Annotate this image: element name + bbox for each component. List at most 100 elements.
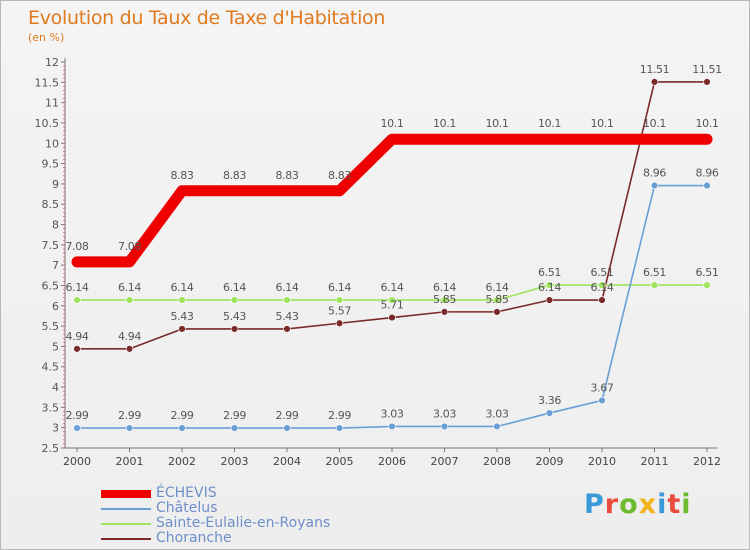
data-label: 4.94 xyxy=(66,330,89,343)
data-label: 10.1 xyxy=(486,117,509,130)
data-point xyxy=(125,424,134,432)
data-point xyxy=(178,296,186,304)
data-label: 8.96 xyxy=(643,167,666,180)
y-tick-label: 7.5 xyxy=(42,239,60,252)
data-point xyxy=(650,181,659,190)
data-label: 6.14 xyxy=(381,281,404,294)
y-tick-label: 6 xyxy=(52,300,59,313)
legend-swatch xyxy=(101,490,151,498)
legend-label: Choranche xyxy=(156,530,232,546)
data-label: 11.51 xyxy=(640,63,670,76)
y-tick-label: 11.5 xyxy=(35,76,60,89)
data-label: 6.51 xyxy=(538,266,561,279)
data-point xyxy=(493,422,501,431)
data-point xyxy=(125,296,134,304)
data-point xyxy=(598,396,606,405)
legend-label: Sainte-Eulalie-en-Royans xyxy=(156,515,331,531)
data-label: 7.08 xyxy=(66,240,89,253)
y-tick-label: 4.5 xyxy=(42,361,60,374)
data-label: 6.14 xyxy=(328,281,351,294)
data-label: 3.03 xyxy=(381,407,404,420)
data-label: 8.96 xyxy=(696,167,719,180)
y-tick-label: 9 xyxy=(52,178,59,191)
data-point xyxy=(73,424,81,432)
data-label: 2.99 xyxy=(223,409,246,422)
data-point xyxy=(230,325,239,333)
x-tick-label: 2012 xyxy=(693,455,721,468)
data-point xyxy=(230,424,239,432)
x-tick-label: 2008 xyxy=(483,455,511,468)
data-point xyxy=(230,296,239,304)
x-tick-label: 2006 xyxy=(378,455,406,468)
data-label: 6.51 xyxy=(591,266,614,279)
data-label: 5.43 xyxy=(223,310,246,323)
data-label: 3.36 xyxy=(538,394,561,407)
y-tick-label: 12 xyxy=(45,56,59,69)
data-label: 5.57 xyxy=(328,304,351,317)
y-tick-label: 9.5 xyxy=(42,158,60,171)
y-tick-label: 10.5 xyxy=(35,117,60,130)
legend-label: Châtelus xyxy=(156,500,218,516)
data-label: 10.1 xyxy=(643,117,666,130)
data-point xyxy=(598,281,606,289)
y-tick-label: 7 xyxy=(52,259,59,272)
data-point xyxy=(703,78,711,86)
y-tick-label: 3.5 xyxy=(42,401,60,414)
data-point xyxy=(283,424,291,432)
data-point xyxy=(493,296,501,304)
data-point xyxy=(335,424,344,432)
data-label: 10.1 xyxy=(538,117,561,130)
data-label: 6.14 xyxy=(486,281,509,294)
data-point xyxy=(125,345,134,353)
x-tick-label: 2004 xyxy=(273,455,301,468)
data-label: 8.83 xyxy=(223,169,246,182)
data-point xyxy=(440,296,449,304)
data-label: 5.43 xyxy=(171,310,194,323)
data-label: 5.85 xyxy=(486,293,509,306)
data-label: 6.14 xyxy=(276,281,299,294)
data-label: 2.99 xyxy=(171,409,194,422)
data-label: 2.99 xyxy=(276,409,299,422)
data-label: 8.83 xyxy=(328,169,351,182)
data-point xyxy=(440,422,449,431)
legend-swatch xyxy=(101,508,151,510)
y-tick-label: 2.5 xyxy=(42,442,60,455)
data-label: 6.51 xyxy=(643,266,666,279)
y-tick-label: 4 xyxy=(52,381,59,394)
data-label: 10.1 xyxy=(591,117,614,130)
data-label: 7.08 xyxy=(118,240,141,253)
data-label: 6.14 xyxy=(223,281,246,294)
data-label: 2.99 xyxy=(118,409,141,422)
data-point xyxy=(388,422,396,431)
x-tick-label: 2003 xyxy=(221,455,249,468)
y-tick-label: 5.5 xyxy=(42,320,60,333)
data-label: 6.14 xyxy=(118,281,141,294)
legend-swatch xyxy=(101,523,151,525)
data-label: 6.14 xyxy=(66,281,89,294)
data-label: 10.1 xyxy=(696,117,719,130)
y-tick-label: 8.5 xyxy=(42,198,60,211)
data-label: 6.14 xyxy=(433,281,456,294)
data-label: 6.14 xyxy=(538,281,561,294)
data-point xyxy=(493,308,501,316)
x-tick-label: 2011 xyxy=(641,455,669,468)
data-point xyxy=(440,308,449,316)
y-tick-label: 8 xyxy=(52,219,59,232)
data-point xyxy=(388,296,396,304)
data-point xyxy=(335,319,344,327)
data-point xyxy=(335,296,344,304)
proxiti-logo: Proxiti xyxy=(584,489,692,520)
data-point xyxy=(388,313,396,322)
data-label: 6.51 xyxy=(696,266,719,279)
chart-title: Evolution du Taux de Taxe d'Habitation xyxy=(28,7,386,29)
y-tick-label: 6.5 xyxy=(42,279,60,292)
data-point xyxy=(178,325,186,333)
data-point xyxy=(283,296,291,304)
data-label: 10.1 xyxy=(433,117,456,130)
data-point xyxy=(178,424,186,432)
y-tick-label: 3 xyxy=(52,422,59,435)
x-tick-label: 2001 xyxy=(116,455,144,468)
data-point xyxy=(73,345,81,353)
data-point xyxy=(545,296,554,304)
